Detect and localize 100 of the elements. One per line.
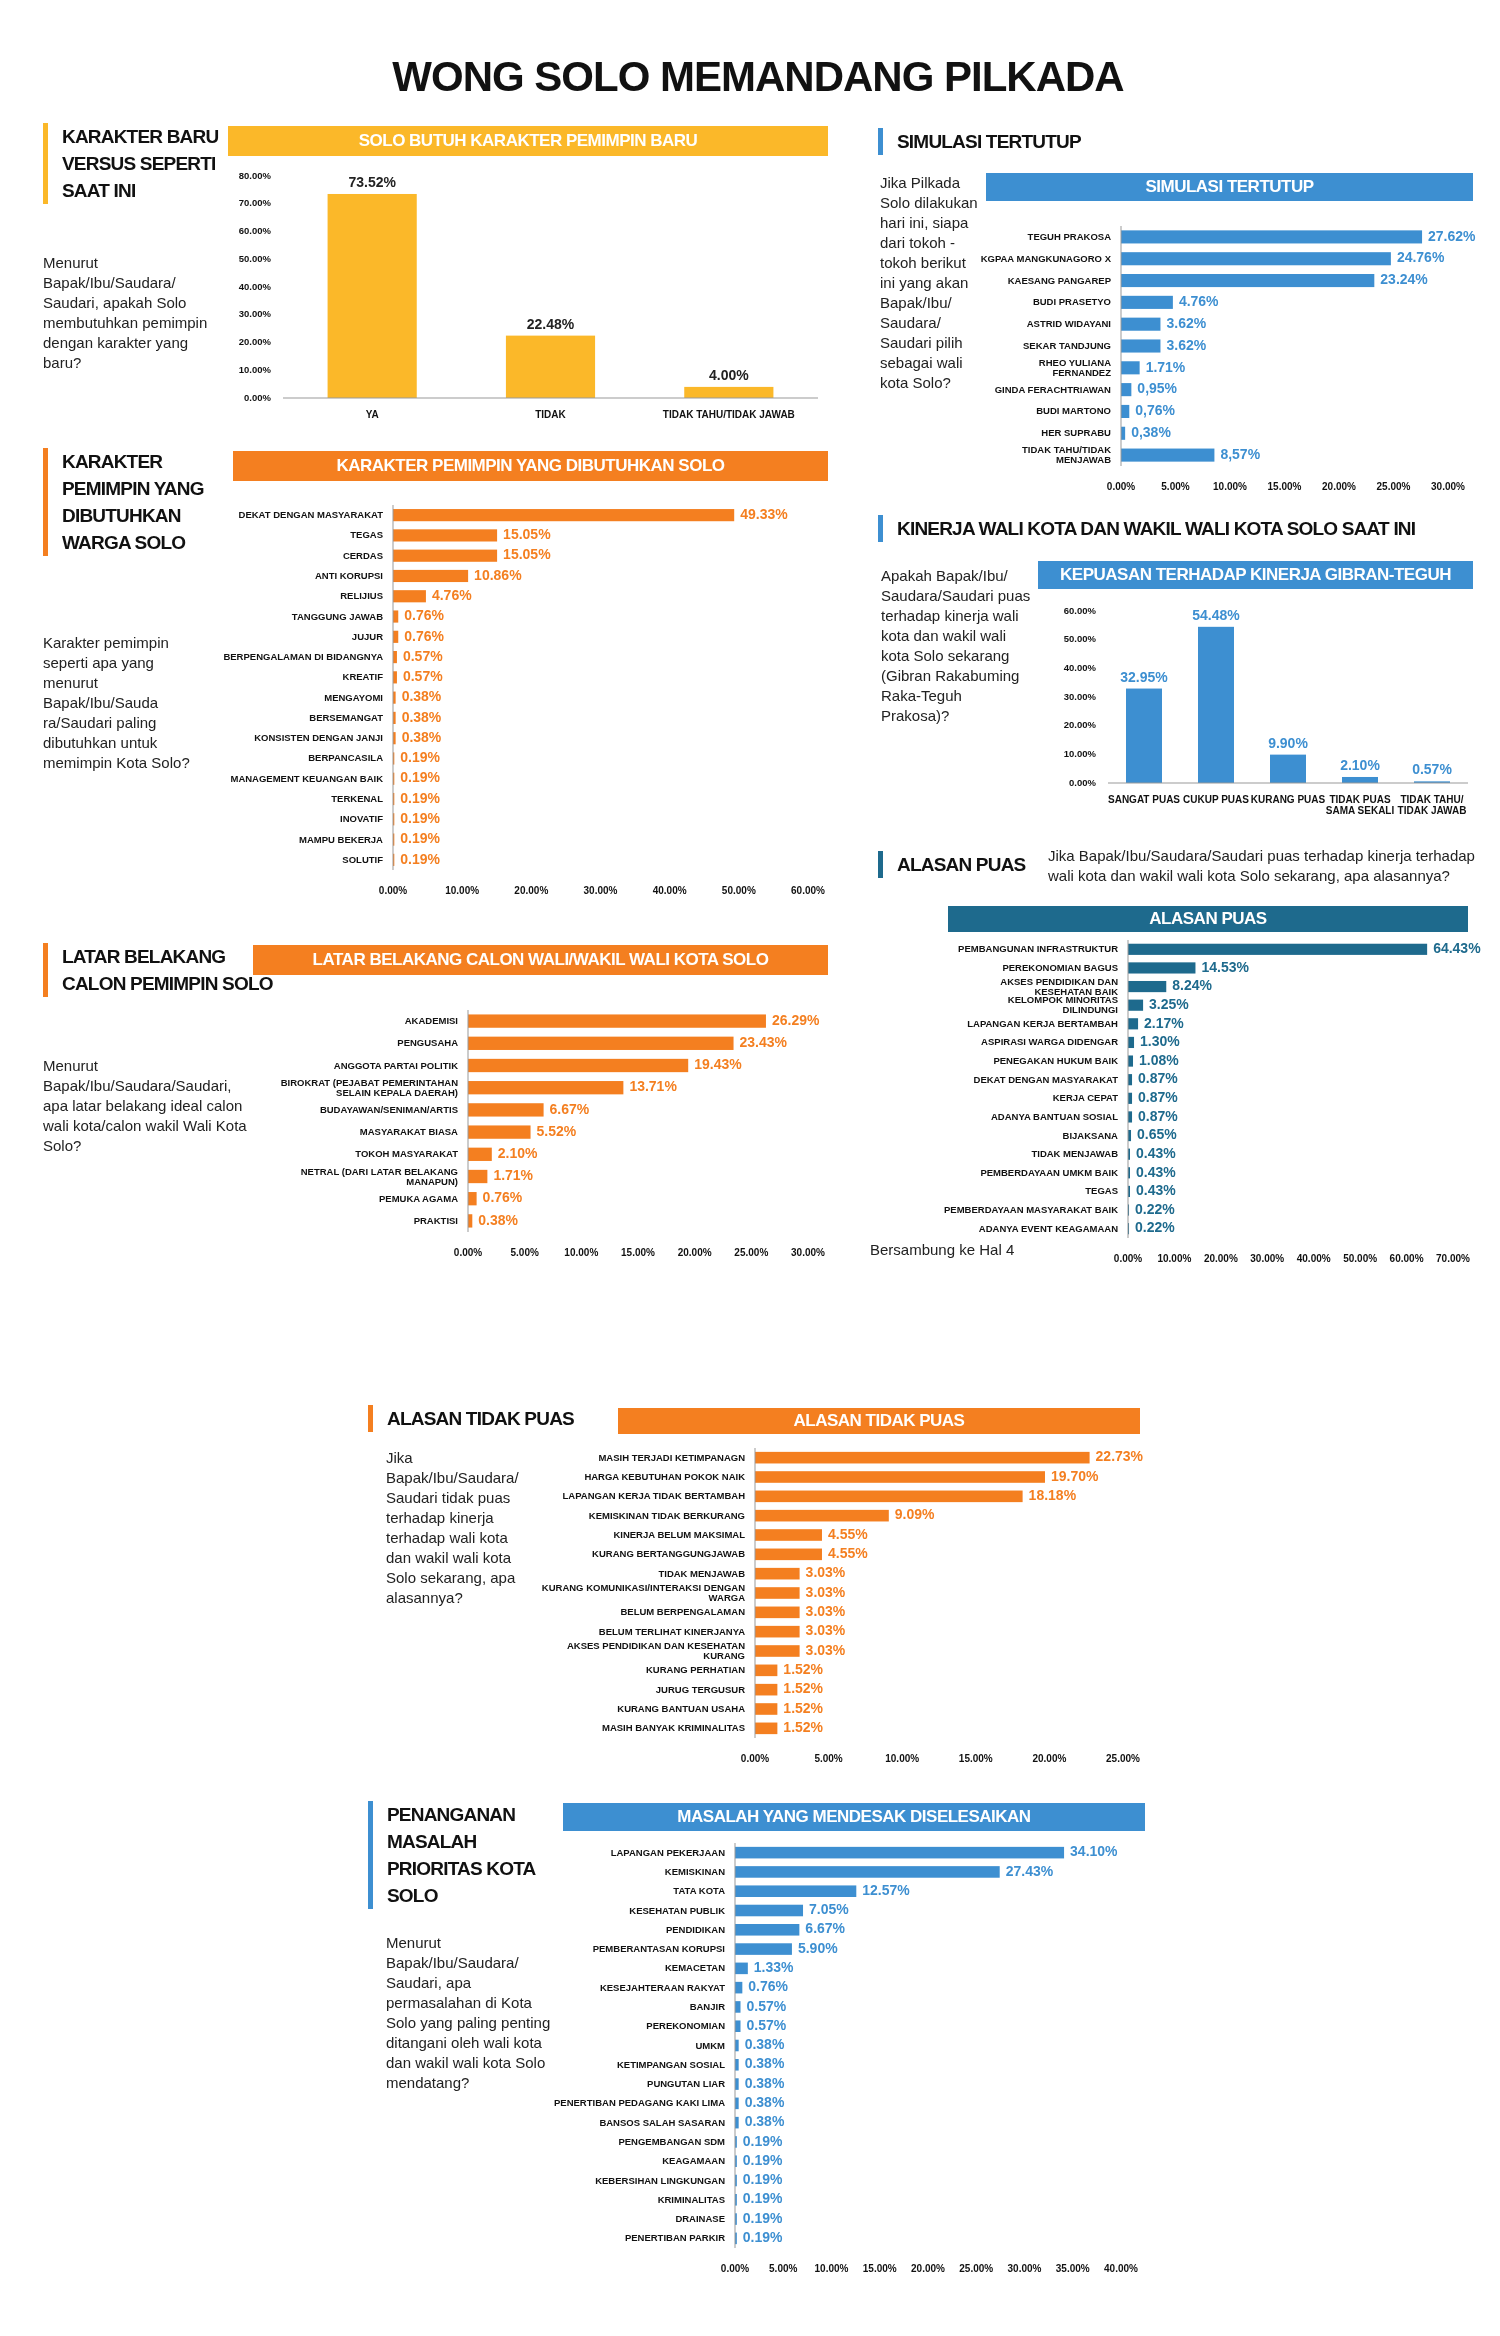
x-tick-label: 10.00% — [1213, 481, 1248, 492]
y-tick-label: TERKENAL — [331, 792, 384, 804]
data-label: 0.19% — [400, 749, 441, 766]
x-tick-label: 70.00% — [1436, 1253, 1471, 1264]
data-label: 0,76% — [1135, 402, 1176, 419]
y-tick-label: KESEHATAN PUBLIK — [629, 1904, 726, 1916]
chart-title: SOLO BUTUH KARAKTER PEMIMPIN BARU — [228, 126, 828, 156]
text: Jika Pilkada Solo dilakukan hari ini, siapa dari tokoh -tokoh berikut ini yang akan Bapak/Ibu/ Saudara/ Saudari pilih sebagai wali kota Solo? — [880, 174, 978, 391]
y-tick-label: JURUG TERGUSUR — [655, 1683, 746, 1695]
data-label: 0,38% — [1131, 423, 1172, 440]
chart-title: ALASAN PUAS — [948, 906, 1468, 932]
y-tick-label: BANSOS SALAH SASARAN — [599, 2116, 726, 2128]
x-tick-label: 60.00% — [791, 885, 826, 896]
y-tick-label: PEMBERANTASAN KORUPSI — [592, 1942, 725, 1954]
data-label: 6.67% — [549, 1100, 590, 1117]
y-tick-label: BUDAYAWAN/SENIMAN/ARTIS — [319, 1103, 458, 1115]
y-tick-label: AKSES PENDIDIKAN DAN KESEHATAN KURANG — [566, 1639, 746, 1661]
data-label: 0.76% — [482, 1189, 523, 1206]
text: Apakah Bapak/Ibu/ Saudara/Saudari puas terhadap kinerja wali kota dan wakil wali kota Solo sekarang (Gibran Rakabuming Raka-Teguh Prakosa)? — [881, 566, 1031, 726]
y-tick-label: 60.00% — [1063, 604, 1097, 616]
data-label: 1.52% — [783, 1661, 824, 1678]
y-tick-label: KEMISKINAN — [664, 1865, 726, 1877]
chart-title: KEPUASAN TERHADAP KINERJA GIBRAN-TEGUH — [1038, 561, 1473, 589]
y-tick-label: AKSES PENDIDIKAN DAN KESEHATAN BAIK — [1000, 975, 1119, 997]
data-label: 3.62% — [1166, 336, 1207, 353]
x-tick-label: 0.00% — [1106, 481, 1136, 492]
data-label: 1.52% — [783, 1680, 824, 1697]
y-tick-label: KAESANG PANGAREP — [1007, 274, 1112, 286]
y-tick-label: PEMUKA AGAMA — [379, 1192, 459, 1204]
y-tick-label: TATA KOTA — [673, 1884, 726, 1896]
data-label: 0.43% — [1136, 1163, 1177, 1180]
data-label: 0.38% — [744, 2036, 785, 2053]
x-tick-label: 20.00% — [1203, 1253, 1238, 1264]
text: WONG SOLO MEMANDANG PILKADA — [391, 53, 1125, 101]
data-label: 7.05% — [809, 1901, 850, 1918]
data-label: 14.53% — [1201, 958, 1250, 975]
y-tick-label: PENGEMBANGAN SDM — [618, 2135, 726, 2147]
x-tick-label: 25.00% — [1376, 481, 1411, 492]
y-tick-label: MANAGEMENT KEUANGAN BAIK — [230, 772, 384, 784]
data-label: 19.43% — [694, 1056, 743, 1073]
data-label: 0.19% — [742, 2151, 784, 2168]
y-tick-label: KERJA CEPAT — [1052, 1091, 1119, 1103]
x-tick-label: TIDAK TAHU/TIDAK JAWAB — [662, 409, 795, 420]
y-tick-label: PRAKTISI — [413, 1214, 458, 1226]
data-label: 3.25% — [1149, 995, 1190, 1012]
data-label: 0.43% — [1136, 1144, 1177, 1161]
data-label: 15.05% — [503, 546, 552, 563]
y-tick-label: KRIMINALITAS — [657, 2193, 725, 2205]
x-tick-label: YA — [365, 409, 379, 420]
x-tick-label: 15.00% — [862, 2263, 897, 2274]
y-tick-label: 10.00% — [238, 363, 272, 375]
x-tick-label: 60.00% — [1389, 1253, 1424, 1264]
data-label: 0.19% — [742, 2190, 784, 2207]
y-tick-label: HARGA KEBUTUHAN POKOK NAIK — [584, 1470, 746, 1482]
y-tick-label: BANJIR — [689, 2000, 726, 2012]
data-label: 2.10% — [497, 1145, 539, 1161]
data-label: 2.17% — [1144, 1014, 1185, 1031]
y-tick-label: BELUM BERPENGALAMAN — [620, 1605, 746, 1617]
text: ALASAN PUAS — [897, 854, 1026, 875]
x-tick-label: 5.00% — [1161, 481, 1190, 492]
data-label: 73.52% — [348, 173, 397, 190]
y-tick-label: KONSISTEN DENGAN JANJI — [254, 731, 383, 743]
y-tick-label: 30.00% — [238, 308, 272, 320]
x-tick-label: 10.00% — [885, 1753, 920, 1764]
y-tick-label: 70.00% — [238, 197, 272, 209]
data-label: 0.19% — [400, 789, 441, 806]
y-tick-label: PEREKONOMIAN BAGUS — [1002, 961, 1118, 973]
y-tick-label: TIDAK MENJAWAB — [658, 1567, 746, 1579]
y-tick-label: KETIMPANGAN SOSIAL — [616, 2058, 726, 2070]
y-tick-label: BERSEMANGAT — [309, 711, 384, 723]
data-label: 0.57% — [402, 668, 444, 685]
y-tick-label: PEMBANGUNAN INFRASTRUKTUR — [958, 942, 1119, 954]
y-tick-label: 50.00% — [238, 252, 272, 264]
y-tick-label: ANGGOTA PARTAI POLITIK — [333, 1059, 459, 1071]
data-label: 19.70% — [1050, 1467, 1100, 1484]
y-tick-label: 80.00% — [238, 169, 272, 181]
y-tick-label: UMKM — [695, 2039, 726, 2051]
x-tick-label: 0.00% — [1113, 1253, 1143, 1264]
y-tick-label: KEBERSIHAN LINGKUNGAN — [595, 2174, 726, 2186]
data-label: 0.76% — [404, 607, 445, 624]
data-label: 22.73% — [1095, 1448, 1144, 1465]
y-tick-label: TOKOH MASYARAKAT — [355, 1147, 459, 1159]
x-tick-label: 10.00% — [814, 2263, 849, 2274]
y-tick-label: HER SUPRABU — [1041, 426, 1112, 438]
y-tick-label: BUDI MARTONO — [1036, 404, 1111, 416]
data-label: 5.52% — [536, 1122, 577, 1139]
x-tick-label: TIDAK PUAS SAMA SEKALI — [1325, 794, 1395, 816]
data-label: 27.62% — [1428, 227, 1477, 244]
x-tick-label: TIDAK TAHU/ TIDAK JAWAB — [1397, 794, 1467, 816]
x-tick-label: 10.00% — [445, 885, 480, 896]
data-label: 0.38% — [744, 2113, 785, 2130]
y-tick-label: TANGGUNG JAWAB — [291, 610, 384, 622]
y-tick-label: MASIH TERJADI KETIMPANAGN — [598, 1451, 746, 1463]
chart-title: MASALAH YANG MENDESAK DISELESAIKAN — [563, 1803, 1145, 1831]
x-tick-label: 30.00% — [791, 1247, 826, 1258]
text: ALASAN TIDAK PUAS — [368, 1405, 627, 1432]
x-tick-label: 5.00% — [814, 1753, 843, 1764]
x-tick-label: 50.00% — [721, 885, 756, 896]
data-label: 2.10% — [1340, 756, 1381, 773]
y-tick-label: ANTI KORUPSI — [314, 569, 383, 581]
